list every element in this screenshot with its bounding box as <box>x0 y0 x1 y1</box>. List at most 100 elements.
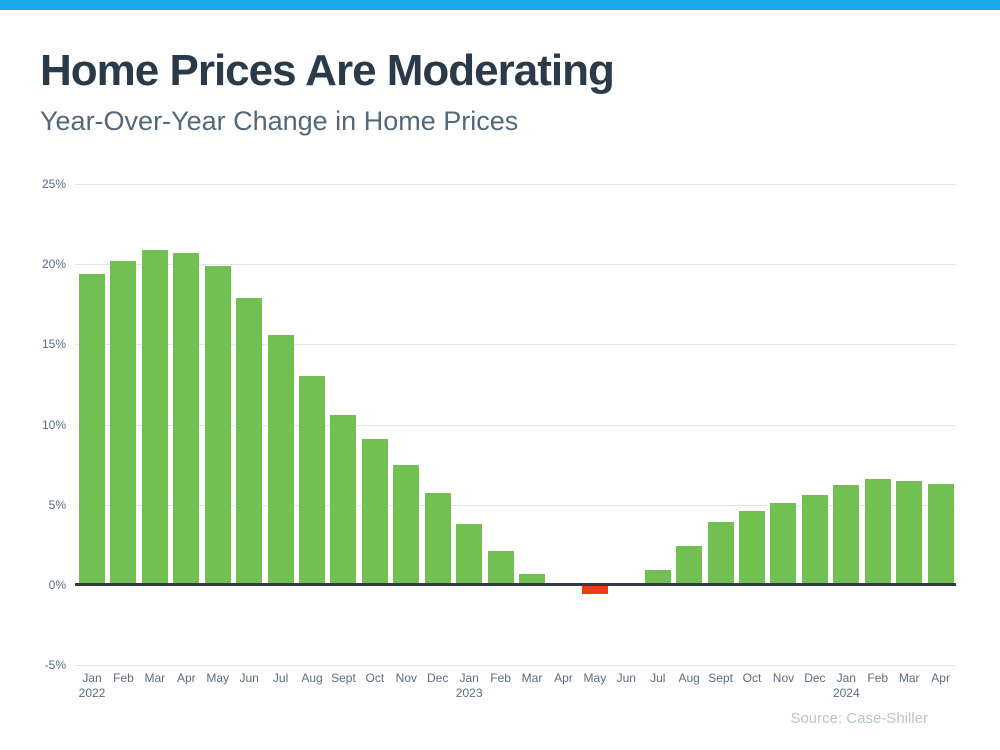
y-tick-label: 15% <box>41 337 66 352</box>
bar <box>361 438 388 585</box>
x-tick-label: Apr <box>164 671 208 686</box>
x-tick-label: Oct <box>730 671 774 686</box>
bar <box>801 495 828 585</box>
x-tick-label: Feb <box>856 671 900 686</box>
x-tick-label: Aug <box>290 671 334 686</box>
x-tick-label: Jan 2022 <box>70 671 114 701</box>
bar <box>204 265 231 585</box>
x-tick-month: May <box>206 671 230 685</box>
x-tick-label: Aug <box>667 671 711 686</box>
x-tick-month: Jan <box>459 671 479 685</box>
gridline <box>75 184 956 185</box>
bar <box>456 523 483 585</box>
gridline <box>75 424 956 426</box>
x-tick-label: Mar <box>133 671 177 686</box>
x-tick-month: Feb <box>113 671 134 685</box>
x-tick-month: Aug <box>301 671 323 685</box>
page-title: Home Prices Are Moderating <box>40 46 615 95</box>
bar <box>236 297 263 585</box>
x-tick-month: Jun <box>616 671 636 685</box>
x-tick-label: Feb <box>479 671 523 686</box>
bar <box>299 376 325 585</box>
page-subtitle: Year-Over-Year Change in Home Prices <box>40 106 519 136</box>
x-tick-label: Nov <box>384 671 428 686</box>
x-tick-label: Jan 2023 <box>447 671 491 701</box>
x-tick-year: 2024 <box>832 686 860 700</box>
x-tick-month: Jan <box>836 671 856 685</box>
x-tick-month: May <box>583 671 607 685</box>
x-tick-label: Mar <box>887 671 931 686</box>
y-tick-label: -5% <box>44 658 66 672</box>
x-tick-month: Oct <box>365 671 385 685</box>
x-tick-month: Apr <box>176 671 196 685</box>
x-tick-month: Nov <box>772 671 795 685</box>
x-tick-label: Sept <box>321 671 365 686</box>
x-tick-month: Dec <box>427 671 449 685</box>
bar <box>770 503 797 585</box>
bar <box>141 249 168 585</box>
bar <box>393 464 420 585</box>
x-tick-month: Dec <box>804 671 826 685</box>
x-tick-label: Apr <box>919 671 963 686</box>
x-tick-month: Jun <box>239 671 259 685</box>
x-tick-month: Feb <box>867 671 889 685</box>
gridline <box>75 344 956 346</box>
x-tick-label: Jun <box>227 671 271 686</box>
x-tick-label: May <box>196 671 240 686</box>
bar <box>487 551 514 585</box>
x-tick-month: Mar <box>898 671 920 685</box>
bar <box>644 570 671 585</box>
x-tick-label: May <box>573 671 617 686</box>
x-tick-month: Feb <box>490 671 511 685</box>
bar <box>581 586 608 595</box>
x-tick-label: Oct <box>353 671 397 686</box>
y-tick-label: 10% <box>41 417 66 432</box>
x-tick-label: Jan 2024 <box>824 671 868 701</box>
x-tick-month: Jul <box>650 671 666 685</box>
bar <box>424 493 451 585</box>
x-tick-label: Jun <box>604 671 648 686</box>
x-tick-month: Mar <box>521 671 543 685</box>
x-tick-month: Sept <box>708 671 733 685</box>
y-tick-label: 20% <box>41 257 66 272</box>
bar <box>519 573 546 585</box>
x-tick-year: 2022 <box>78 686 106 700</box>
x-tick-month: Nov <box>395 671 417 685</box>
x-tick-month: Jan <box>82 671 102 685</box>
x-tick-label: Dec <box>793 671 837 686</box>
x-tick-label: Jul <box>259 671 303 686</box>
x-tick-label: Nov <box>761 671 805 686</box>
source-credit: Source: Case-Shiller <box>790 710 928 727</box>
y-tick-label: 25% <box>41 177 66 191</box>
gridline <box>75 665 956 666</box>
gridline <box>75 264 956 266</box>
bar <box>833 485 860 585</box>
x-tick-month: Jul <box>272 671 289 685</box>
y-tick-label: 0% <box>48 577 66 592</box>
x-tick-month: Apr <box>554 671 573 685</box>
x-tick-label: Dec <box>416 671 460 686</box>
y-tick-label: 5% <box>48 497 66 512</box>
x-axis: Jan 2022 Feb Mar Apr May Jun Jul Aug Sept Oct Nov De… <box>75 671 956 707</box>
bar <box>173 252 200 585</box>
plot-area <box>75 184 956 666</box>
x-tick-year: 2023 <box>455 686 483 700</box>
x-tick-month: Oct <box>742 671 762 685</box>
x-tick-month: Aug <box>678 671 700 685</box>
bar <box>707 522 734 585</box>
bar <box>864 479 891 585</box>
y-axis: 25% 20% 15% 10% 5% 0% -5% <box>0 177 66 672</box>
bar <box>896 480 923 585</box>
x-tick-month: Mar <box>144 671 166 685</box>
x-tick-label: Apr <box>541 671 585 686</box>
bar <box>676 546 703 585</box>
gridline <box>75 504 956 506</box>
bar <box>330 414 357 585</box>
bar <box>110 260 137 585</box>
x-tick-label: Feb <box>101 671 145 686</box>
bar <box>739 511 766 585</box>
x-tick-label: Sept <box>699 671 743 686</box>
zero-axis-line <box>75 583 956 587</box>
